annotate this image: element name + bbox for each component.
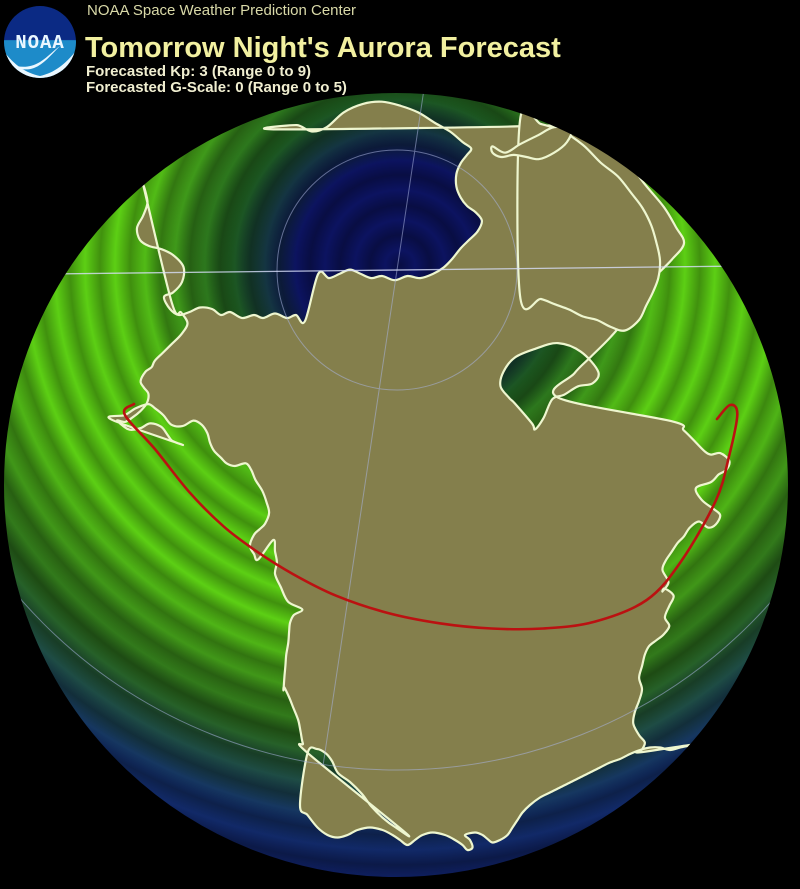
svg-text:NOAA Space Weather Prediction: NOAA Space Weather Prediction Center	[87, 2, 356, 19]
svg-text:Tomorrow Night's Aurora Foreca: Tomorrow Night's Aurora Forecast	[85, 32, 561, 64]
svg-text:Forecasted G-Scale: 0 (Range 0: Forecasted G-Scale: 0 (Range 0 to 5)	[86, 79, 347, 96]
svg-text:NOAA: NOAA	[15, 32, 65, 54]
svg-text:Forecasted Kp: 3 (Range 0 to 9: Forecasted Kp: 3 (Range 0 to 9)	[86, 63, 311, 80]
